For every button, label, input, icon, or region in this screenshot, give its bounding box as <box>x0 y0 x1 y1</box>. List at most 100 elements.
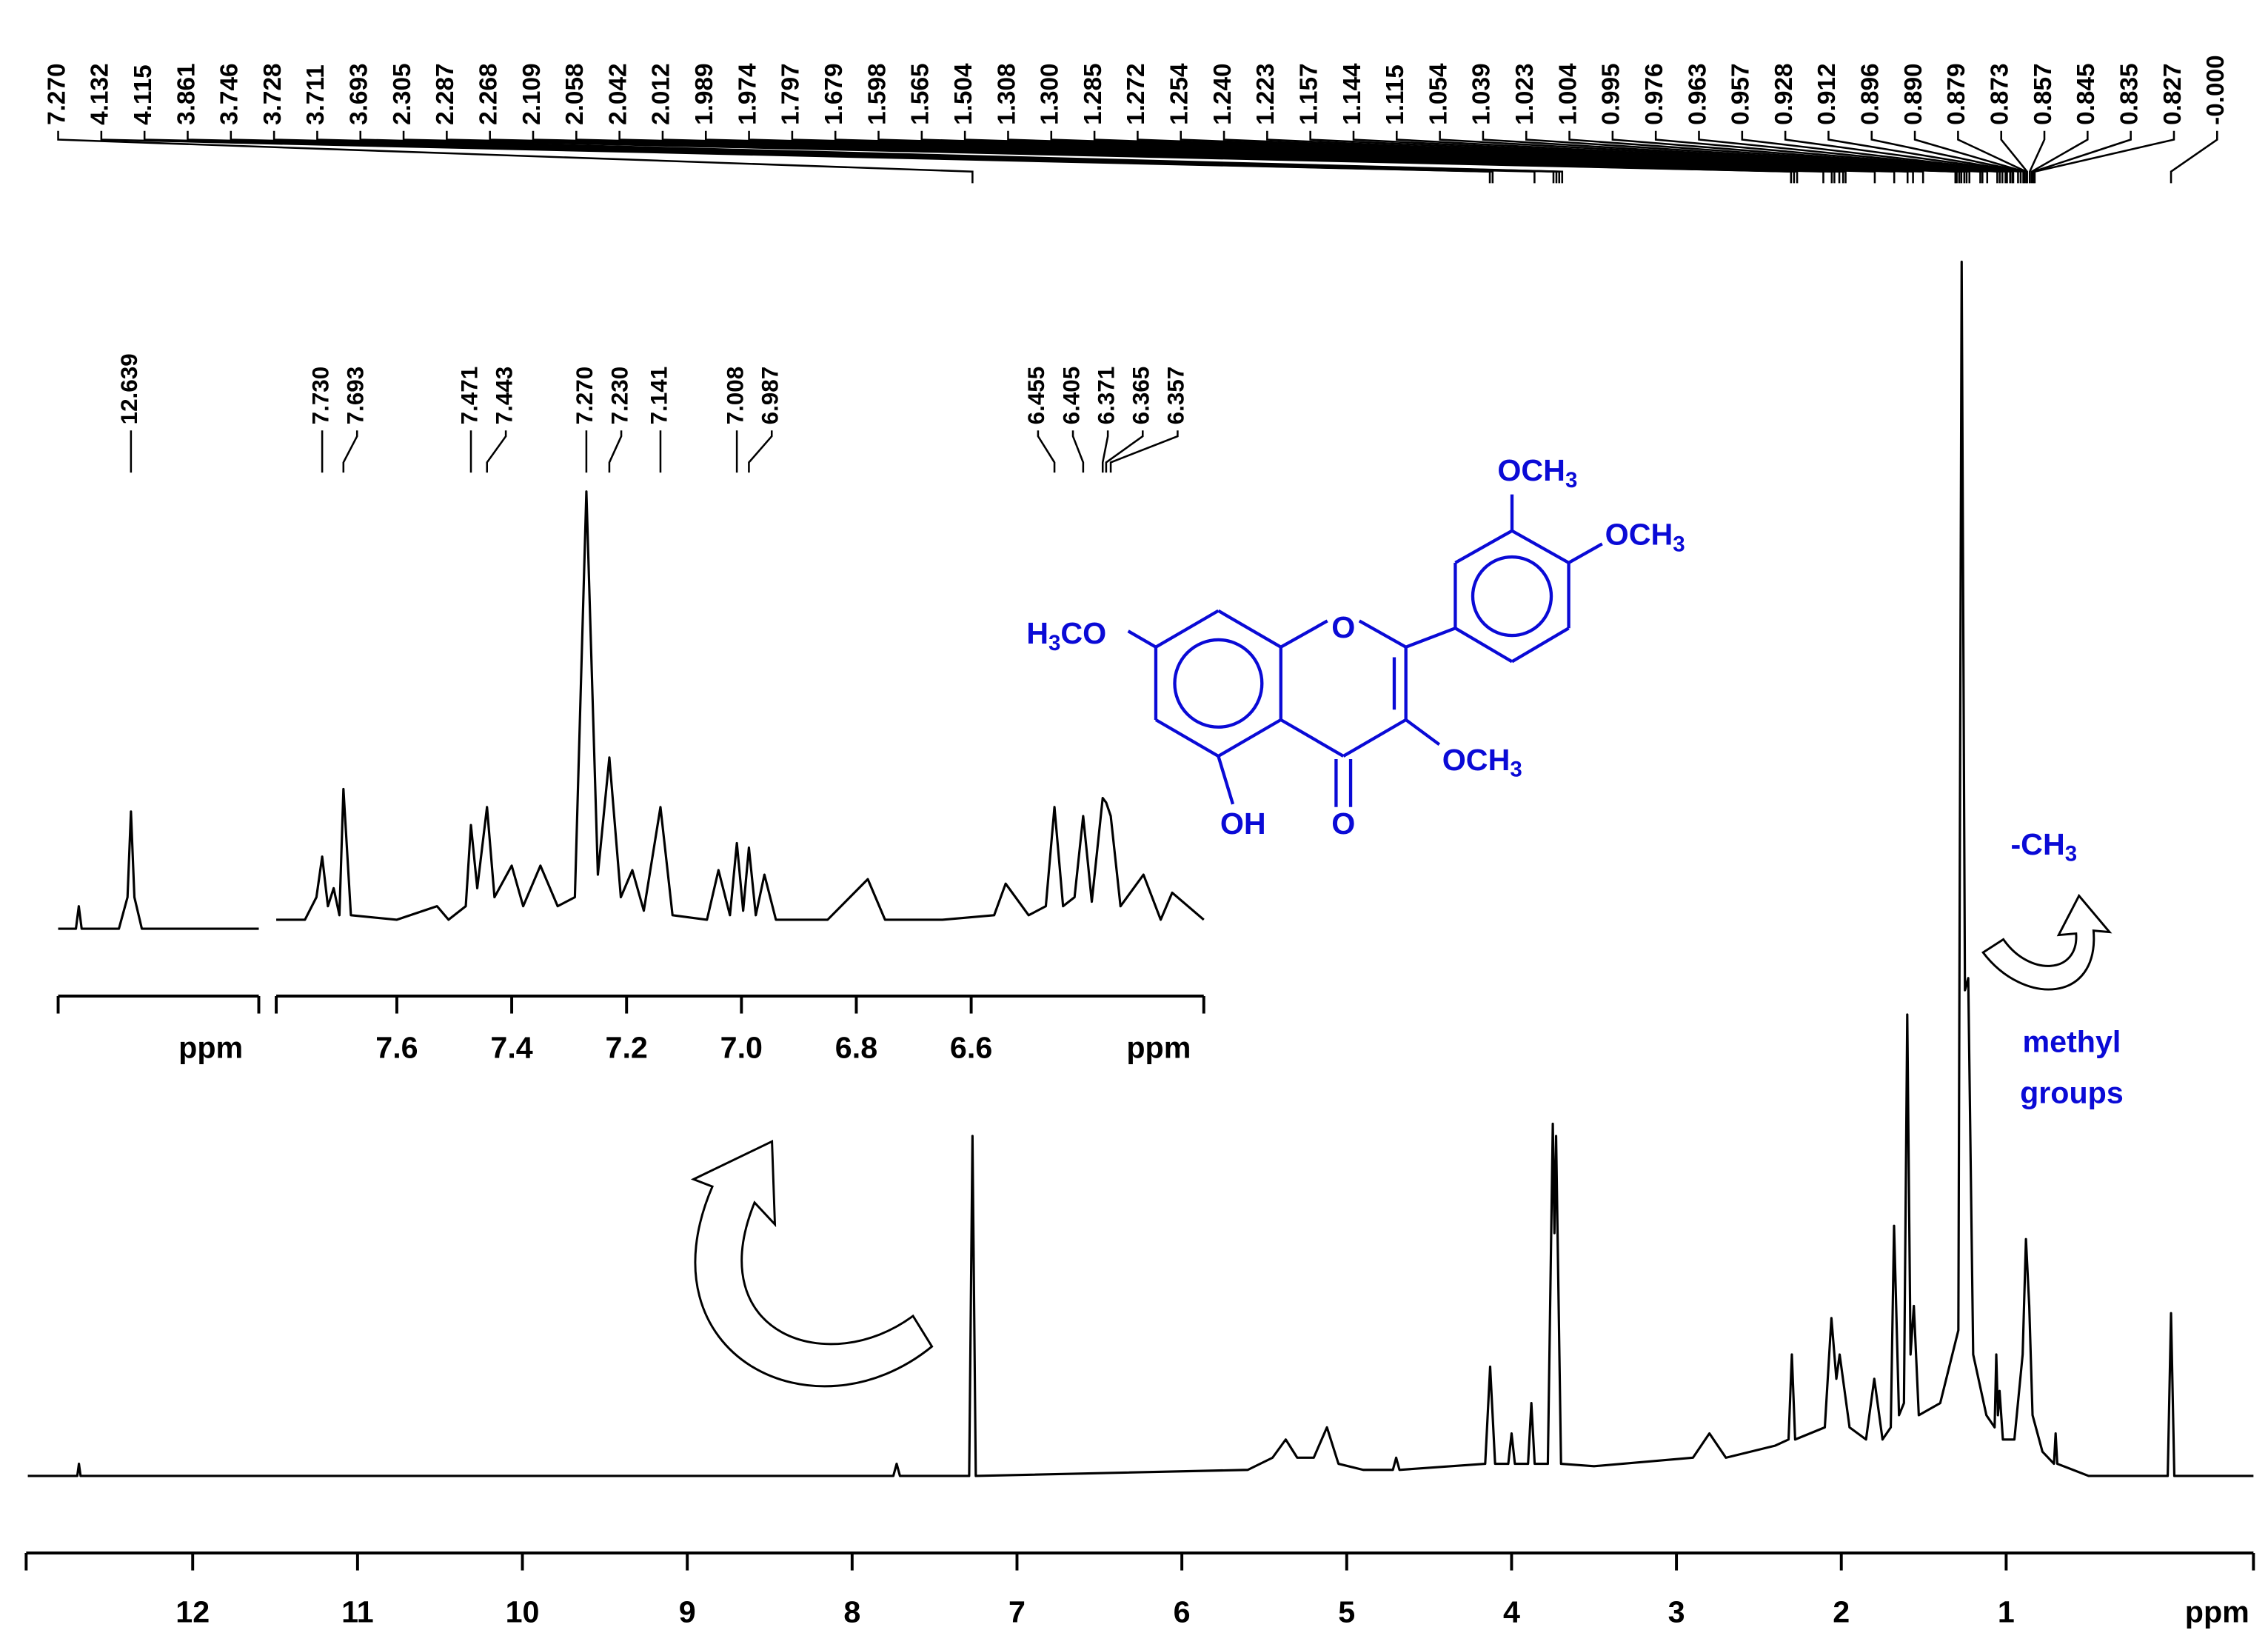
peak-leader <box>1109 430 1179 473</box>
peak-label: 3.728 <box>259 63 287 124</box>
bond <box>1511 529 1570 564</box>
text: OCH <box>1497 453 1565 487</box>
peak-leader <box>1439 130 1998 184</box>
peak-label: 6.371 <box>1093 367 1119 425</box>
peak-label: 7.008 <box>722 367 748 425</box>
peak-label: 1.989 <box>691 63 718 124</box>
substituent: H3CO <box>1026 616 1106 655</box>
x-tick-label: 6 <box>1174 1594 1191 1629</box>
peak-label: 2.012 <box>648 63 675 124</box>
peak-leader <box>2030 130 2089 184</box>
x-tick-label: 5 <box>1338 1594 1355 1629</box>
peak-leader <box>791 130 1876 184</box>
peak-label: 0.857 <box>2030 63 2057 124</box>
peak-label: 0.957 <box>1727 63 1755 124</box>
text: OCH <box>1442 743 1511 777</box>
peak-label: 1.285 <box>1080 63 1107 124</box>
peak-leader <box>1525 130 2004 184</box>
peak-leader <box>1482 130 2001 184</box>
substituent: OCH3 <box>1497 453 1577 492</box>
peak-leader <box>1071 430 1085 473</box>
peak-label: 1.223 <box>1252 63 1279 124</box>
x-tick-label: 2 <box>1833 1594 1850 1629</box>
peak-label: 7.230 <box>606 367 632 425</box>
peak-label: 3.693 <box>346 63 373 124</box>
peak-leader <box>2032 130 2132 184</box>
bond <box>1154 609 1220 649</box>
peak-label: 1.157 <box>1295 63 1322 124</box>
peak-label: 12.639 <box>116 353 142 424</box>
peak-leader <box>1957 130 2027 184</box>
peak-leader <box>1266 130 1971 184</box>
aromatic-ring <box>1173 638 1264 729</box>
x-tick-label: 7.0 <box>720 1031 763 1065</box>
subscript: 3 <box>1048 631 1060 655</box>
peak-label: 3.861 <box>173 63 200 124</box>
peak-leader <box>1180 130 1966 184</box>
methyl-arrow <box>1981 893 2113 991</box>
peak-leader <box>1741 130 2015 184</box>
aromatic-ring <box>1471 555 1553 638</box>
x-tick-label: 3 <box>1668 1594 1685 1629</box>
peak-label: 1.039 <box>1468 63 1496 124</box>
note: groups <box>2020 1075 2124 1109</box>
bond <box>1454 529 1513 564</box>
x-tick-label: 6.6 <box>950 1031 992 1065</box>
peak-label: 1.300 <box>1037 63 1064 124</box>
peak-leader <box>342 430 358 473</box>
x-axis-label: ppm <box>2185 1594 2249 1629</box>
text: H <box>1026 616 1048 650</box>
structure: O O OH H3CO OCH3 OCH3 OCH3 <box>1026 453 1685 841</box>
peak-label: 1.797 <box>777 63 805 124</box>
peak-label: 0.912 <box>1813 63 1841 124</box>
peak-leader <box>1568 130 2007 184</box>
peak-leader <box>1105 430 1144 473</box>
group-label: -CH3 <box>2010 827 2077 866</box>
bond <box>1568 542 1603 564</box>
peak-label: 0.873 <box>1987 63 2014 124</box>
subscript: 3 <box>1565 468 1577 492</box>
peak-label: 2.042 <box>604 63 632 124</box>
peak-label: 3.746 <box>216 63 244 124</box>
peak-label: 1.504 <box>950 63 977 125</box>
peak-label: 6.405 <box>1058 367 1084 425</box>
peak-label: 7.270 <box>572 367 598 425</box>
x-tick-label: 7.4 <box>490 1031 532 1065</box>
peak-leader <box>1222 130 1968 184</box>
x-tick-label: 9 <box>679 1594 696 1629</box>
peak-leader <box>1913 130 2026 184</box>
text: -CH <box>2010 827 2064 861</box>
peak-label: 1.144 <box>1339 63 1366 125</box>
peak-leader <box>1396 130 1989 184</box>
peak-label: 1.004 <box>1554 63 1582 125</box>
bond <box>1154 718 1220 758</box>
subscript: 3 <box>2065 841 2077 866</box>
x-tick-label: 12 <box>175 1594 210 1629</box>
peak-label: 0.827 <box>2159 63 2187 124</box>
peak-label: 2.058 <box>561 63 589 124</box>
peak-label: 1.240 <box>1209 63 1237 124</box>
peak-label: 0.995 <box>1598 63 1625 124</box>
substituent: OCH3 <box>1442 743 1522 782</box>
x-axis-label: ppm <box>1126 1031 1191 1065</box>
peak-label: 7.693 <box>343 367 369 425</box>
peak-label: 1.054 <box>1425 63 1452 125</box>
peak-label: 7.730 <box>307 367 333 425</box>
peak-label: 4.132 <box>87 63 114 124</box>
x-tick-label: 4 <box>1503 1594 1520 1629</box>
peak-leader <box>748 130 1847 184</box>
peak-label: 1.565 <box>907 63 934 124</box>
peak-label: 0.845 <box>2073 63 2100 124</box>
peak-label: 1.308 <box>993 63 1020 124</box>
x-tick-label: 8 <box>843 1594 860 1629</box>
peak-leader <box>1827 130 2022 184</box>
bond <box>1217 718 1282 758</box>
atom-label: O <box>1331 806 1355 841</box>
peak-leader <box>1698 130 2013 184</box>
peak-label: 7.443 <box>491 367 517 425</box>
peak-label: 1.974 <box>734 63 761 125</box>
bond <box>1127 629 1157 649</box>
